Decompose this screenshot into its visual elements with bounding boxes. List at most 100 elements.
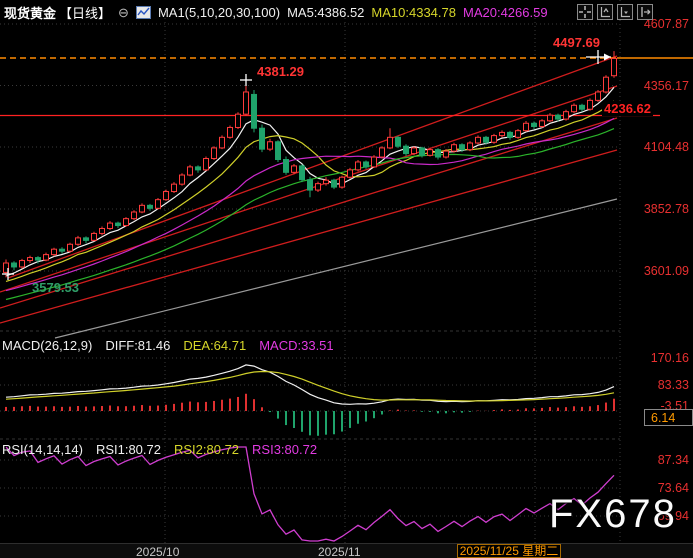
candle-body <box>283 159 289 173</box>
candle-body <box>507 131 513 138</box>
chart-toolbar <box>577 4 653 20</box>
grid-layer <box>0 0 621 543</box>
trend-line <box>7 55 618 279</box>
candle-body <box>291 165 297 173</box>
candle-body <box>395 136 401 147</box>
candle-body <box>307 179 313 191</box>
rsi-header: RSI(14,14,14) RSI1:80.72 RSI2:80.72 RSI3… <box>2 442 317 457</box>
macd-current-value-box: 6.14 <box>644 409 693 426</box>
candle-body <box>427 149 433 156</box>
candle-body <box>35 257 41 261</box>
price-scale-icon[interactable] <box>597 4 613 20</box>
macd-macd-value: MACD:33.51 <box>259 338 334 353</box>
collapse-icon[interactable]: ⊖ <box>118 4 129 20</box>
candle-body <box>267 141 273 150</box>
symbol-name: 现货黄金 <box>4 5 57 21</box>
candle-body <box>91 232 97 241</box>
crosshair-icon[interactable] <box>577 4 593 20</box>
candle-body <box>347 169 353 178</box>
rsi-axis-label: 73.64 <box>657 481 689 495</box>
candle-body <box>259 127 265 150</box>
candle-body <box>275 141 281 161</box>
candle-body <box>75 237 81 245</box>
candle-body <box>387 136 393 149</box>
time-axis-label-oct: 2025/10 <box>136 545 180 558</box>
candle-body <box>443 150 449 158</box>
macd-layer <box>5 364 615 436</box>
candle-body <box>171 183 177 193</box>
candle-body <box>59 248 65 252</box>
candle-body <box>355 161 361 171</box>
candle-body <box>211 147 217 160</box>
macd-axis-label: 83.33 <box>657 378 689 392</box>
candle-body <box>203 158 209 171</box>
expand-pane-icon[interactable] <box>637 4 653 20</box>
ma30-line <box>5 128 615 301</box>
candle-body <box>459 144 465 151</box>
candle-body <box>555 114 561 120</box>
candle-body <box>99 228 105 234</box>
candle-body <box>491 135 497 143</box>
trendline-layer <box>0 55 693 339</box>
candle-body <box>475 136 481 144</box>
candle-body <box>571 104 577 113</box>
fx678-watermark: FX678 <box>549 492 677 536</box>
line-chart-icon <box>135 5 151 19</box>
candle-body <box>331 179 337 188</box>
candle-body <box>379 147 385 158</box>
candle-body <box>163 191 169 201</box>
breakout-arrow-head <box>604 53 611 61</box>
rsi-axis-label: 87.34 <box>657 453 689 467</box>
candle-body <box>451 144 457 152</box>
prior-low-label: 3579.53 <box>32 280 79 295</box>
time-axis[interactable]: 2025/10 2025/11 2025/11/25 星期二 <box>0 543 693 558</box>
rsi2-value: RSI2:80.72 <box>173 442 240 457</box>
candle-body <box>107 222 113 230</box>
candlestick-layer <box>3 51 617 278</box>
candle-body <box>587 99 593 110</box>
candle-body <box>123 218 129 227</box>
candle-body <box>611 57 617 77</box>
macd-dea-value: DEA:64.71 <box>183 338 247 353</box>
period-label: 【日线】 <box>59 5 112 21</box>
candle-body <box>579 104 585 110</box>
candle-body <box>315 183 321 191</box>
candle-body <box>3 262 9 273</box>
candle-body <box>483 136 489 143</box>
trend-line <box>0 117 618 309</box>
macd-dea-line <box>5 370 615 402</box>
chart-header-bar: 现货黄金 【日线】 ⊖ MA1(5,10,20,30,100) MA5:4386… <box>0 0 693 24</box>
candle-body <box>51 248 57 256</box>
rsi1-value: RSI1:80.72 <box>95 442 161 457</box>
candle-body <box>603 76 609 93</box>
candle-body <box>187 166 193 176</box>
price-axis-label: 4607.87 <box>643 17 689 31</box>
candle-body <box>43 254 49 261</box>
candle-body <box>499 131 505 137</box>
candle-body <box>155 199 161 209</box>
price-axis-label: 4356.17 <box>643 78 689 93</box>
ma100-line <box>54 198 618 339</box>
candle-body <box>531 122 537 127</box>
candle-body <box>27 257 33 262</box>
price-axis-label: 3601.09 <box>643 264 689 278</box>
candle-body <box>563 111 569 120</box>
price-axis-label: 3852.78 <box>643 202 689 216</box>
candle-body <box>131 211 137 220</box>
candle-body <box>467 142 473 151</box>
candle-body <box>595 91 601 101</box>
ma5-value: MA5:4386.52 <box>287 4 365 20</box>
ma20-line <box>5 117 615 292</box>
rsi-axis-label: 59.94 <box>657 509 689 523</box>
crosshair-date-box: 2025/11/25 星期二 <box>457 544 561 558</box>
candle-body <box>419 147 425 156</box>
candle-body <box>339 176 345 188</box>
candle-body <box>227 126 233 138</box>
candle-body <box>219 136 225 149</box>
price-axis-label: 4104.48 <box>643 140 689 154</box>
candle-body <box>363 161 369 168</box>
candle-body <box>371 156 377 168</box>
candle-body <box>523 122 529 132</box>
time-scale-icon[interactable] <box>617 4 633 20</box>
